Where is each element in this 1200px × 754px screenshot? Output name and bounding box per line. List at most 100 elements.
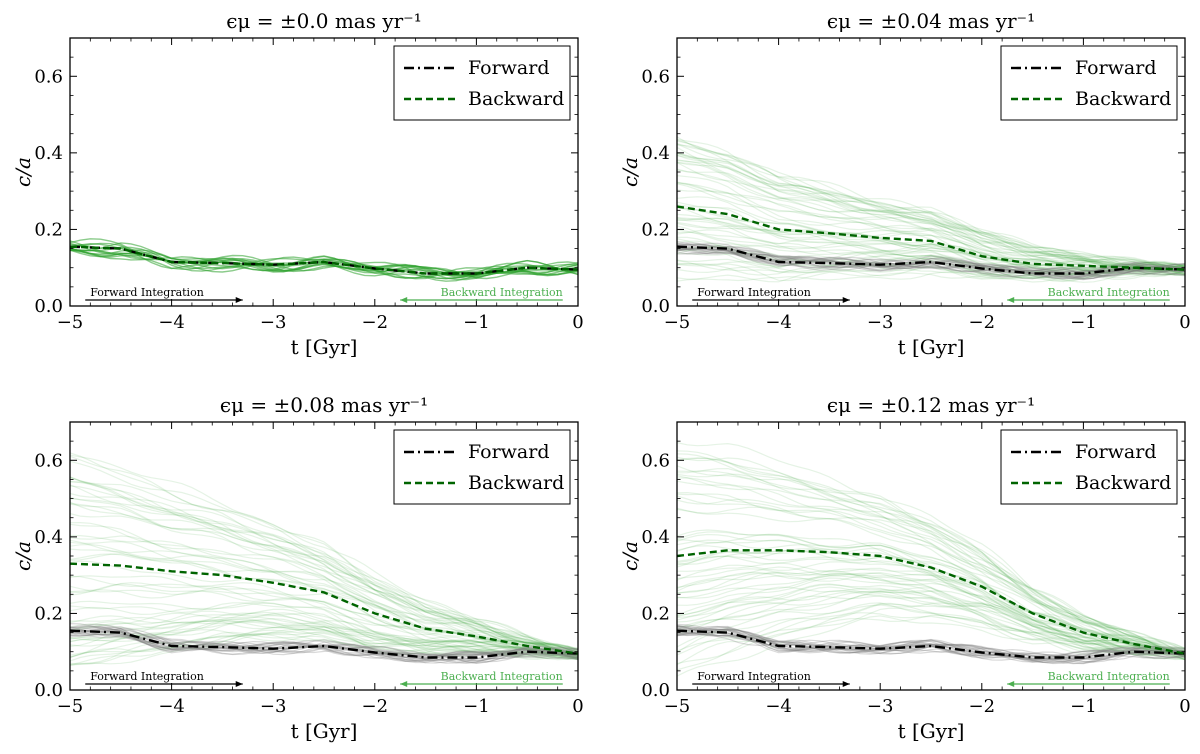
backward-arrowhead — [1007, 297, 1015, 303]
backward-trace — [677, 201, 1185, 270]
backward-trace — [677, 161, 1185, 268]
backward-trace — [677, 229, 1185, 275]
forward-trace — [677, 244, 1185, 280]
backward-trace — [677, 607, 1185, 666]
x-tick-label: 0 — [572, 696, 583, 717]
backward-trace — [70, 484, 578, 654]
panel-title: ϵμ = ±0.12 mas yr⁻¹ — [827, 393, 1035, 417]
forward-trace — [677, 243, 1185, 280]
backward-integration-label: Backward Integration — [1048, 670, 1170, 683]
x-axis-label: t [Gyr] — [898, 335, 965, 359]
backward-trace — [70, 540, 578, 654]
x-tick-label: −3 — [260, 696, 287, 717]
backward-trace — [70, 535, 578, 651]
panel-title: ϵμ = ±0.08 mas yr⁻¹ — [220, 393, 428, 417]
backward-trace — [677, 204, 1185, 273]
backward-trace — [677, 602, 1185, 660]
forward-trace — [677, 626, 1185, 661]
legend: Forward Backward — [1000, 429, 1178, 505]
forward-trace — [70, 633, 578, 663]
backward-trace — [70, 633, 578, 666]
backward-trace — [70, 631, 578, 665]
backward-trace — [677, 153, 1185, 275]
legend-forward-label: Forward — [468, 441, 550, 463]
legend-box — [393, 429, 571, 505]
x-axis: −5 −4 −3 −2 −1 0 — [57, 422, 584, 717]
forward-trace — [677, 246, 1185, 275]
backward-trace — [70, 492, 578, 651]
backward-integration-label: Backward Integration — [441, 286, 563, 299]
backward-trace — [677, 453, 1185, 661]
forward-trace — [70, 625, 578, 661]
backward-trace — [677, 590, 1185, 661]
backward-trace — [677, 144, 1185, 275]
backward-trace — [677, 475, 1185, 656]
forward-trace — [677, 626, 1185, 663]
forward-arrowhead — [235, 297, 243, 303]
backward-trace — [677, 593, 1185, 658]
trace-ensemble — [677, 442, 1185, 677]
backward-trace — [677, 259, 1185, 283]
panel-title: ϵμ = ±0.0 mas yr⁻¹ — [226, 9, 422, 33]
backward-trace — [677, 575, 1185, 657]
backward-trace — [677, 562, 1185, 654]
backward-trace — [677, 477, 1185, 655]
backward-trace — [677, 465, 1185, 655]
backward-trace — [677, 142, 1185, 270]
y-tick-label: 0.0 — [34, 296, 63, 317]
series-backward-line — [70, 562, 578, 655]
legend: Forward Backward — [1000, 45, 1178, 121]
y-axis: 0.0 0.2 0.4 0.6 — [34, 56, 578, 317]
y-tick-label: 0.0 — [641, 680, 670, 701]
backward-trace — [677, 602, 1185, 660]
backward-trace — [70, 620, 578, 658]
backward-trace — [677, 206, 1185, 276]
backward-trace — [677, 260, 1185, 279]
y-tick-label: 0.0 — [641, 296, 670, 317]
backward-trace — [70, 498, 578, 653]
x-tick-label: −3 — [867, 312, 894, 333]
legend-backward-label: Backward — [468, 472, 564, 494]
backward-trace — [677, 442, 1185, 650]
backward-trace — [677, 615, 1185, 677]
y-tick-label: 0.6 — [641, 450, 670, 471]
backward-trace — [70, 629, 578, 659]
backward-trace — [677, 146, 1185, 273]
backward-trace — [677, 225, 1185, 277]
y-tick-label: 0.6 — [34, 66, 63, 87]
panel-2: −5 −4 −3 −2 −1 0 0.0 0.2 0.4 0.6 t [Gyr] c/a ϵμ = ±0… — [618, 9, 1191, 359]
x-tick-label: −3 — [867, 696, 894, 717]
backward-trace — [677, 571, 1185, 652]
backward-trace — [677, 143, 1185, 268]
legend-backward-label: Backward — [468, 88, 564, 110]
backward-trace — [677, 473, 1185, 650]
backward-trace — [70, 612, 578, 659]
backward-trace — [677, 139, 1185, 267]
forward-trace — [70, 630, 578, 658]
backward-arrowhead — [1007, 681, 1015, 687]
x-axis: −5 −4 −3 −2 −1 0 — [664, 422, 1191, 717]
backward-trace — [70, 513, 578, 651]
x-tick-label: −2 — [969, 312, 996, 333]
backward-trace — [677, 533, 1185, 658]
x-tick-label: −4 — [765, 312, 792, 333]
forward-trace — [677, 623, 1185, 661]
backward-trace — [677, 533, 1185, 653]
backward-trace — [677, 246, 1185, 279]
backward-trace — [70, 476, 578, 650]
panel-title: ϵμ = ±0.04 mas yr⁻¹ — [827, 9, 1035, 33]
backward-trace — [677, 189, 1185, 271]
y-axis: 0.0 0.2 0.4 0.6 — [641, 56, 1185, 317]
backward-trace — [677, 249, 1185, 280]
integration-annotations: Forward Integration Backward Integration — [85, 286, 563, 303]
backward-trace — [677, 450, 1185, 661]
backward-trace — [677, 221, 1185, 275]
backward-trace — [70, 618, 578, 660]
forward-trace — [677, 627, 1185, 663]
backward-trace — [677, 263, 1185, 282]
backward-trace — [70, 621, 578, 655]
y-tick-label: 0.2 — [641, 603, 670, 624]
legend-backward-label: Backward — [1075, 88, 1171, 110]
backward-trace — [677, 243, 1185, 278]
forward-trace — [677, 247, 1185, 277]
